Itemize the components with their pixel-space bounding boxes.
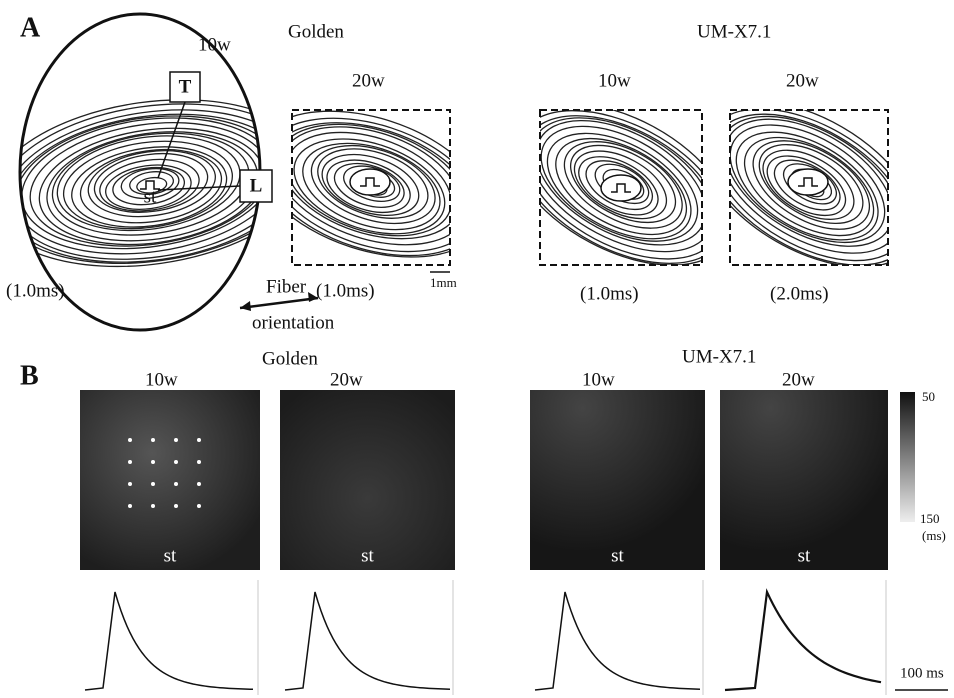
electrode-dot bbox=[151, 504, 155, 508]
center-region bbox=[350, 169, 390, 195]
activation-map bbox=[80, 390, 260, 570]
colorbar-label: 50 bbox=[922, 389, 935, 404]
activation-map bbox=[530, 390, 705, 570]
time-label: (1.0ms) bbox=[6, 280, 65, 301]
fiber-label: Fiber bbox=[266, 276, 307, 297]
electrode-dot bbox=[174, 504, 178, 508]
time-label: (2.0ms) bbox=[770, 283, 829, 304]
electrode-dot bbox=[151, 438, 155, 442]
stimulus-label: st bbox=[361, 545, 374, 566]
panel-label: A bbox=[20, 12, 41, 43]
age-label: 20w bbox=[352, 70, 385, 91]
stimulus-label: st bbox=[164, 545, 177, 566]
page: {"panel_a": {"label": "A", "golden": {"t… bbox=[0, 0, 954, 698]
trace bbox=[535, 592, 700, 690]
electrode-dot bbox=[174, 482, 178, 486]
electrode-dot bbox=[197, 504, 201, 508]
time-label: (1.0ms) bbox=[316, 280, 375, 301]
electrode-dot bbox=[128, 504, 132, 508]
colorbar-label: 150 bbox=[920, 511, 940, 526]
electrode-dot bbox=[174, 460, 178, 464]
colorbar-unit: (ms) bbox=[922, 528, 946, 543]
group-title: UM-X7.1 bbox=[697, 21, 771, 42]
colorbar bbox=[900, 392, 915, 522]
electrode-dot bbox=[128, 482, 132, 486]
electrode-dot bbox=[197, 438, 201, 442]
trace bbox=[725, 592, 881, 690]
age-label: 20w bbox=[782, 369, 815, 390]
drawings bbox=[0, 14, 946, 695]
electrode-dot bbox=[151, 482, 155, 486]
stimulus-label: st bbox=[611, 545, 624, 566]
group-title: Golden bbox=[262, 348, 318, 369]
age-label: 10w bbox=[145, 369, 178, 390]
scale-label: 1mm bbox=[430, 275, 457, 290]
electrode-dot bbox=[197, 482, 201, 486]
activation-map bbox=[280, 390, 455, 570]
electrode-dot bbox=[151, 460, 155, 464]
marker-label: L bbox=[250, 175, 263, 196]
trace bbox=[285, 592, 450, 690]
fiber-label: orientation bbox=[252, 312, 335, 333]
age-label: 10w bbox=[198, 34, 231, 55]
activation-map bbox=[720, 390, 888, 570]
time-scale-label: 100 ms bbox=[900, 665, 944, 681]
group-title: Golden bbox=[288, 21, 344, 42]
stimulus-label: st bbox=[798, 545, 811, 566]
electrode-dot bbox=[174, 438, 178, 442]
age-label: 10w bbox=[582, 369, 615, 390]
group-title: UM-X7.1 bbox=[682, 346, 756, 367]
time-label: (1.0ms) bbox=[580, 283, 639, 304]
age-label: 20w bbox=[786, 70, 819, 91]
contour-group bbox=[0, 80, 321, 286]
panel-label: B bbox=[20, 360, 39, 391]
center-region bbox=[788, 169, 828, 195]
age-label: 20w bbox=[330, 369, 363, 390]
stimulus-label: st bbox=[144, 186, 157, 207]
trace bbox=[85, 592, 253, 690]
electrode-dot bbox=[128, 460, 132, 464]
electrode-dot bbox=[197, 460, 201, 464]
figure: A Golden 10w 20w UM-X7.1 10w 20w T L st … bbox=[0, 0, 954, 698]
electrode-dot bbox=[128, 438, 132, 442]
marker-label: T bbox=[179, 76, 192, 97]
age-label: 10w bbox=[598, 70, 631, 91]
center-region bbox=[601, 175, 641, 201]
fiber-arrow bbox=[240, 298, 318, 308]
